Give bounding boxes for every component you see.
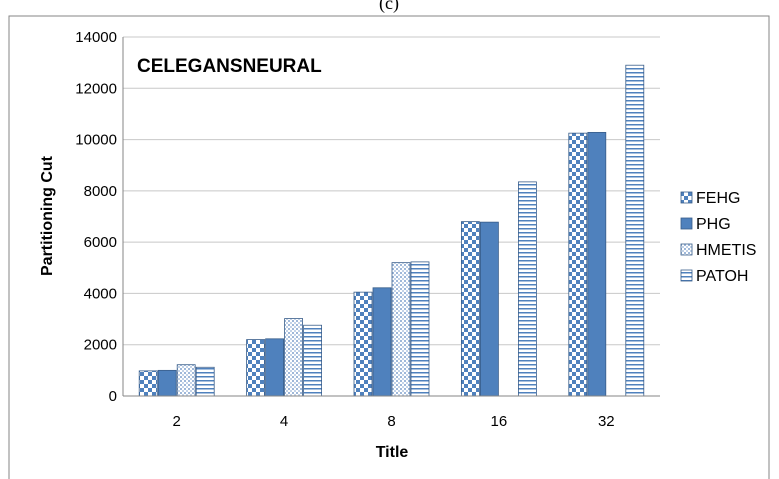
legend-label-patoh: PATOH xyxy=(696,268,748,285)
axes xyxy=(122,37,660,397)
x-tick-label: 32 xyxy=(598,413,615,430)
bar-patoh-8 xyxy=(410,261,430,397)
x-axis-title: Title xyxy=(376,444,409,461)
x-tick-label: 2 xyxy=(173,413,181,430)
y-tick-label: 0 xyxy=(109,388,117,405)
bar-phg-16 xyxy=(479,221,499,397)
bar-patoh-2 xyxy=(195,366,215,397)
bar-hmetis-2 xyxy=(176,364,196,397)
y-tick-label: 4000 xyxy=(84,285,117,302)
bar-patoh-4 xyxy=(303,324,323,397)
bar-fehg-8 xyxy=(353,291,373,397)
bar-patoh-16 xyxy=(518,181,537,397)
bar-fehg-2 xyxy=(138,370,158,397)
page-caption: (c) xyxy=(379,0,399,14)
bar-hmetis-4 xyxy=(284,318,304,397)
bar-fehg-32 xyxy=(568,132,588,397)
legend-swatch-hmetis xyxy=(680,243,693,256)
bar-phg-4 xyxy=(265,338,285,397)
legend-label-phg: PHG xyxy=(696,216,731,233)
y-tick-label: 8000 xyxy=(84,183,117,200)
y-tick-label: 12000 xyxy=(75,80,117,97)
chart-frame xyxy=(8,15,770,479)
chart-title: CELEGANSNEURAL xyxy=(137,56,322,77)
x-tick-label: 16 xyxy=(491,413,508,430)
bar-fehg-16 xyxy=(460,221,480,397)
bar-hmetis-8 xyxy=(391,262,411,397)
y-tick-label: 2000 xyxy=(84,337,117,354)
legend-label-hmetis: HMETIS xyxy=(696,242,756,259)
x-tick-label: 4 xyxy=(280,413,288,430)
bar-patoh-32 xyxy=(625,64,645,397)
y-tick-labels: 0 2000 4000 6000 8000 10000 12000 14000 xyxy=(75,29,117,405)
bar-phg-8 xyxy=(372,287,392,397)
bars xyxy=(138,64,645,397)
legend-swatch-patoh xyxy=(680,269,693,282)
x-tick-labels: 2 4 8 16 32 xyxy=(173,413,615,430)
bar-phg-2 xyxy=(157,369,177,397)
y-tick-label: 10000 xyxy=(75,132,117,149)
gridlines xyxy=(123,36,660,346)
bar-fehg-4 xyxy=(246,339,266,397)
legend-label-fehg: FEHG xyxy=(696,190,740,207)
bar-phg-32 xyxy=(587,131,607,397)
legend: FEHG PHG HMETIS PATOH xyxy=(680,190,756,285)
y-tick-label: 14000 xyxy=(75,29,117,46)
legend-swatch-fehg xyxy=(680,191,693,204)
y-axis-title: Partitioning Cut xyxy=(39,155,56,276)
legend-swatch-phg xyxy=(680,217,693,230)
x-tick-label: 8 xyxy=(387,413,395,430)
y-tick-label: 6000 xyxy=(84,234,117,251)
